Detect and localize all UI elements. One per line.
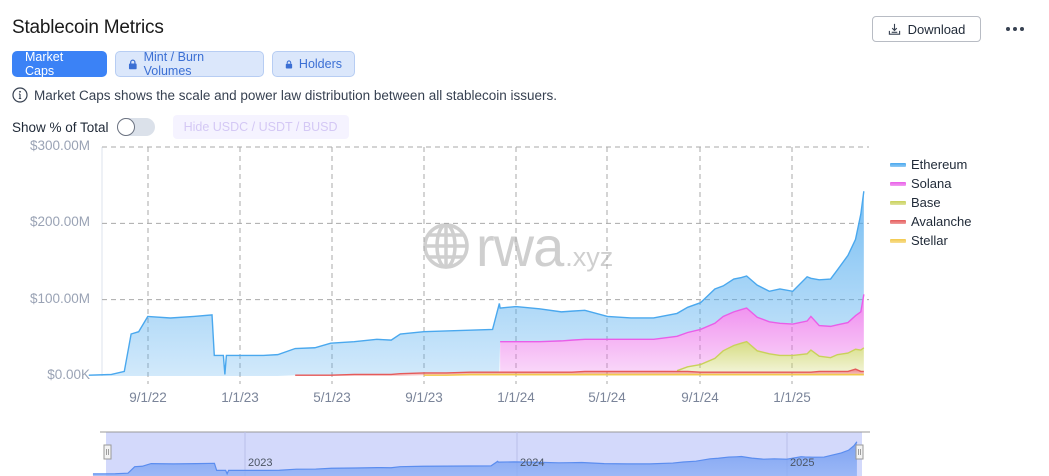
line-ethereum <box>88 191 865 376</box>
legend-swatch <box>890 219 906 224</box>
legend-item-ethereum[interactable]: Ethereum <box>890 155 971 174</box>
x-tick-label: 1/1/23 <box>221 390 259 405</box>
lock-icon <box>285 60 293 68</box>
legend-label: Solana <box>911 176 952 191</box>
legend-swatch <box>890 162 906 167</box>
x-tick-label: 1/1/24 <box>497 390 535 405</box>
y-tick-label: $300.00M <box>29 138 90 153</box>
tab-label: Holders <box>298 57 342 71</box>
legend-label: Ethereum <box>911 157 968 172</box>
page-title: Stablecoin Metrics <box>12 17 164 38</box>
chart-controls: Show % of Total Hide USDC / USDT / BUSD <box>12 115 349 139</box>
x-tick-label: 9/1/23 <box>405 390 443 405</box>
legend-label: Stellar <box>911 233 948 248</box>
line-avalanche <box>295 368 864 376</box>
area-ethereum[interactable] <box>88 191 864 376</box>
watermark: rwa .xyz <box>422 215 614 278</box>
x-tick-label: 5/1/23 <box>313 390 351 405</box>
tab-label: Mint / Burn Volumes <box>143 50 205 78</box>
hide-major-stablecoins-button: Hide USDC / USDT / BUSD <box>172 115 349 139</box>
tab-mint-burn-volumes[interactable]: Mint / Burn Volumes <box>115 50 264 78</box>
legend-swatch <box>890 238 906 243</box>
x-tick-label: 1/1/25 <box>773 390 811 405</box>
download-label: Download <box>907 21 966 37</box>
lock-icon <box>128 59 137 69</box>
legend-item-stellar[interactable]: Stellar <box>890 231 971 250</box>
legend-label: Base <box>911 195 941 210</box>
range-handle-right[interactable] <box>855 444 864 460</box>
y-tick-label: $200.00M <box>29 214 90 230</box>
y-tick-label: $0.00K <box>47 367 90 382</box>
legend-swatch <box>890 200 906 205</box>
tab-market-caps[interactable]: Market Caps <box>12 50 107 78</box>
range-handle-left[interactable] <box>103 444 112 460</box>
slider-year-label: 2024 <box>520 457 545 469</box>
watermark-main: rwa <box>476 215 564 278</box>
x-tick-label: 9/1/24 <box>681 390 719 405</box>
area-solana[interactable] <box>500 294 864 373</box>
legend-swatch <box>890 181 906 186</box>
show-pct-label: Show % of Total <box>12 119 109 135</box>
tab-label: Market Caps <box>25 50 64 78</box>
legend-item-avalanche[interactable]: Avalanche <box>890 212 971 231</box>
y-tick-label: $100.00M <box>29 290 90 306</box>
line-solana <box>500 294 865 343</box>
watermark-sub: .xyz <box>565 242 614 272</box>
ellipsis-dot <box>1013 27 1017 31</box>
x-tick-label: 5/1/24 <box>588 390 626 405</box>
ellipsis-horizontal-icon <box>1006 27 1010 31</box>
legend-item-solana[interactable]: Solana <box>890 174 971 193</box>
slider-year-label: 2025 <box>790 457 815 469</box>
info-row: Market Caps shows the scale and power la… <box>12 87 557 103</box>
slider-year-label: 2023 <box>248 457 273 469</box>
navigator-line <box>92 441 858 476</box>
info-icon <box>12 87 28 103</box>
download-icon <box>888 23 900 35</box>
info-text: Market Caps shows the scale and power la… <box>34 87 558 103</box>
more-options-button[interactable] <box>1004 20 1026 38</box>
line-base <box>676 340 865 372</box>
chart-legend: Ethereum Solana Base Avalanche Stellar <box>890 155 971 250</box>
tab-holders[interactable]: Holders <box>272 51 355 77</box>
globe-icon <box>423 223 469 269</box>
area-base[interactable] <box>677 341 864 373</box>
legend-label: Avalanche <box>911 214 972 229</box>
ellipsis-dot <box>1020 27 1024 31</box>
download-button[interactable]: Download <box>872 16 981 42</box>
show-pct-toggle[interactable] <box>116 118 155 136</box>
toggle-knob <box>116 118 135 136</box>
line-stellar <box>423 373 864 376</box>
navigator-area <box>92 441 857 476</box>
x-tick-label: 9/1/22 <box>129 390 167 405</box>
legend-item-base[interactable]: Base <box>890 193 971 212</box>
metric-tabs: Market Caps Mint / Burn Volumes Holders <box>12 50 355 78</box>
